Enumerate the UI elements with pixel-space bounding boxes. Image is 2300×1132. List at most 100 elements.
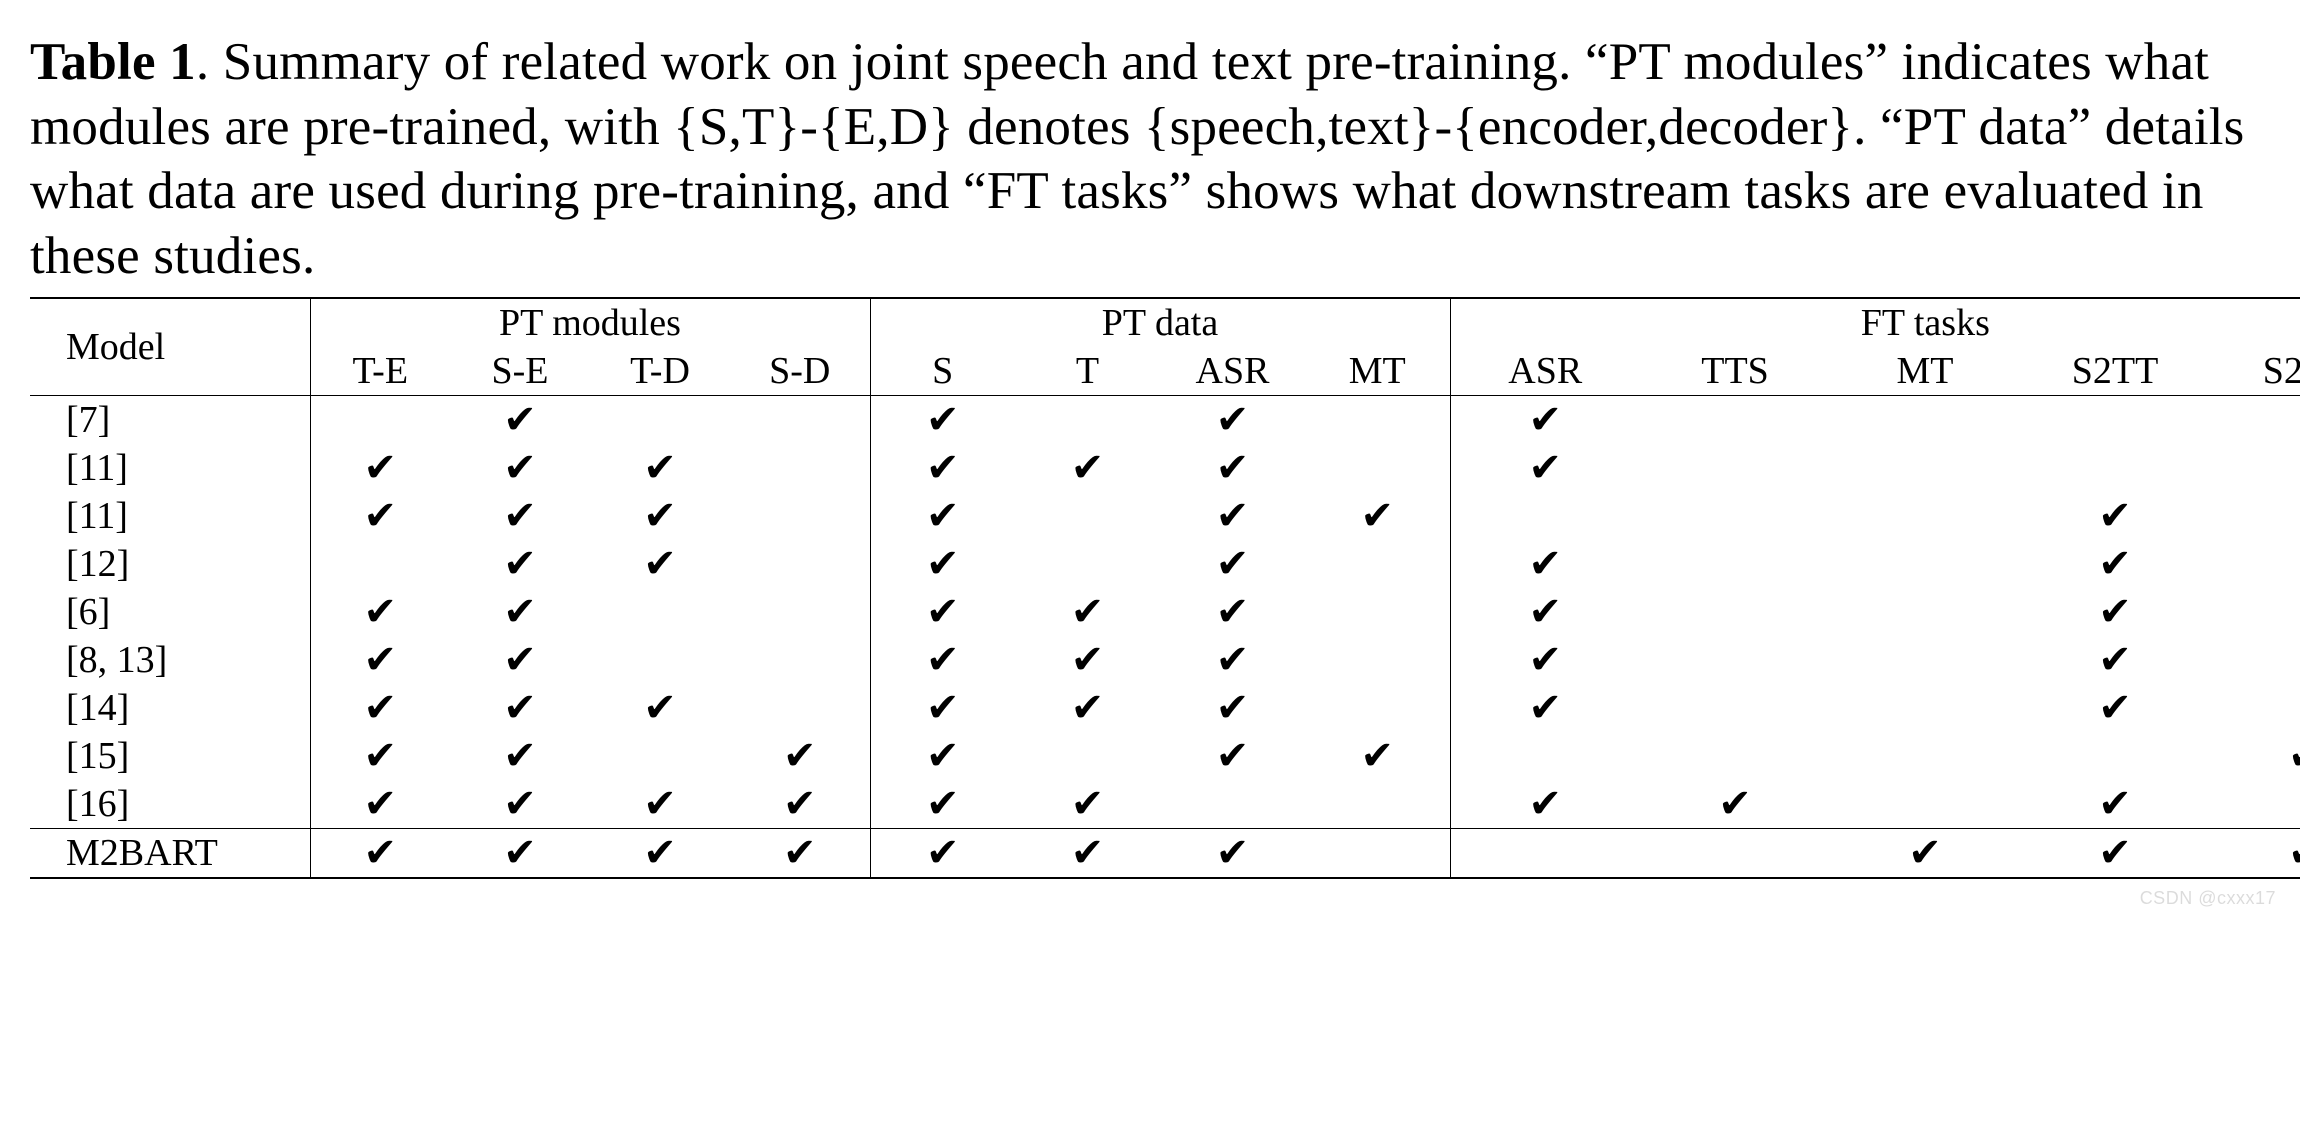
ptm-cell: ✔ [590,444,730,492]
ptm-cell [730,395,870,444]
ptm-cell: ✔ [450,588,590,636]
ptd-cell: ✔ [1015,444,1160,492]
ft-cell: ✔ [1450,588,1640,636]
col-group-pt-data: PT data [870,298,1450,347]
ptd-cell [1015,395,1160,444]
check-icon: ✔ [1216,830,1250,875]
ft-cell [1640,588,1830,636]
check-icon: ✔ [2098,493,2132,538]
check-icon: ✔ [503,781,537,826]
ptd-cell: ✔ [1160,732,1305,780]
ft-cell [1640,732,1830,780]
ft-cell: ✔ [1450,636,1640,684]
ptm-cell: ✔ [310,684,450,732]
ptd-cell [1015,540,1160,588]
ptm-cell: ✔ [590,492,730,540]
check-icon: ✔ [1216,589,1250,634]
check-icon: ✔ [926,781,960,826]
check-icon: ✔ [1529,637,1563,682]
check-icon: ✔ [503,830,537,875]
ptd-cell: ✔ [870,395,1015,444]
ptm-cell: ✔ [450,540,590,588]
table-label: Table 1 [30,33,196,91]
check-icon: ✔ [1071,589,1105,634]
check-icon: ✔ [926,830,960,875]
ft-cell: ✔ [2210,828,2300,878]
ptd-cell [1015,732,1160,780]
check-icon: ✔ [643,541,677,586]
ptm-cell: ✔ [450,732,590,780]
ft-cell: ✔ [1450,540,1640,588]
check-icon: ✔ [2098,637,2132,682]
check-icon: ✔ [503,637,537,682]
ft-cell [1640,636,1830,684]
ft-cell [1640,540,1830,588]
check-icon: ✔ [1529,541,1563,586]
ptd-cell [1305,588,1450,636]
ft-cell [1640,828,1830,878]
ptm-cell: ✔ [450,636,590,684]
ptd-cell: ✔ [1160,444,1305,492]
table-head: Model PT modules PT data FT tasks T-E S-… [30,298,2300,396]
ptd-cell: ✔ [1305,492,1450,540]
ptd-cell: ✔ [1015,588,1160,636]
ptd-cell [1305,828,1450,878]
watermark-text: CSDN @cxxx17 [2140,888,2276,909]
check-icon: ✔ [926,493,960,538]
col-header-model: Model [30,298,310,396]
ptd-cell: ✔ [1015,684,1160,732]
ptd-cell [1305,540,1450,588]
ft-cell: ✔ [2210,732,2300,780]
check-icon: ✔ [503,493,537,538]
ft-cell [1640,444,1830,492]
col-header-ft-4: S2ST [2210,347,2300,396]
ptm-cell [730,444,870,492]
ft-cell: ✔ [2020,780,2210,829]
ft-cell [1830,780,2020,829]
ptm-cell [730,684,870,732]
ft-cell: ✔ [1450,444,1640,492]
model-cell: [11] [30,444,310,492]
ptm-cell [310,395,450,444]
check-icon: ✔ [363,493,397,538]
check-icon: ✔ [643,445,677,490]
check-icon: ✔ [926,541,960,586]
ptd-cell: ✔ [1160,828,1305,878]
check-icon: ✔ [1718,781,1752,826]
ptd-cell: ✔ [870,636,1015,684]
ptd-cell [1305,395,1450,444]
check-icon: ✔ [1216,685,1250,730]
col-header-ft-0: ASR [1450,347,1640,396]
check-icon: ✔ [1216,493,1250,538]
check-icon: ✔ [783,781,817,826]
ft-cell [1450,732,1640,780]
ft-cell [1450,828,1640,878]
col-header-ft-2: MT [1830,347,2020,396]
table-row: [15]✔✔✔✔✔✔✔ [30,732,2300,780]
col-header-ptm-3: S-D [730,347,870,396]
ptm-cell: ✔ [590,780,730,829]
ft-cell [2020,395,2210,444]
model-cell: [12] [30,540,310,588]
ptd-cell [1015,492,1160,540]
ft-cell: ✔ [2020,540,2210,588]
col-header-ptd-1: T [1015,347,1160,396]
ft-cell [2210,780,2300,829]
table-row: [11]✔✔✔✔✔✔✔ [30,444,2300,492]
check-icon: ✔ [643,830,677,875]
ft-cell [1830,588,2020,636]
check-icon: ✔ [503,685,537,730]
ptm-cell: ✔ [310,588,450,636]
col-header-ptd-3: MT [1305,347,1450,396]
ft-cell: ✔ [2020,828,2210,878]
model-cell: [6] [30,588,310,636]
check-icon: ✔ [2098,589,2132,634]
table-row: M2BART✔✔✔✔✔✔✔✔✔✔ [30,828,2300,878]
ft-cell [1830,636,2020,684]
check-icon: ✔ [1071,830,1105,875]
ptm-cell: ✔ [590,828,730,878]
check-icon: ✔ [363,685,397,730]
ft-cell [1640,684,1830,732]
check-icon: ✔ [1216,445,1250,490]
check-icon: ✔ [1216,541,1250,586]
